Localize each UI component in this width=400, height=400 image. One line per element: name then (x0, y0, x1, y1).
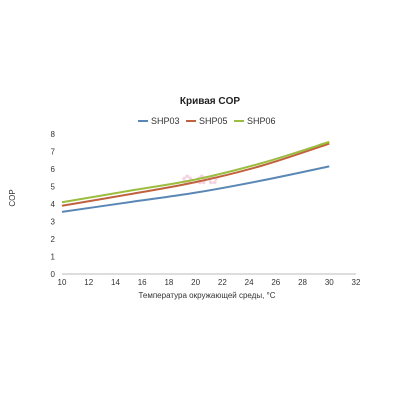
series-lines (61, 140, 330, 213)
y-tick-label: 0 (51, 270, 56, 279)
x-axis-ticks: 10 12 14 16 18 20 22 24 26 28 30 32 (58, 278, 361, 287)
series-line-shp03 (61, 165, 330, 213)
legend-label: SHP03 (151, 116, 180, 126)
legend-label: SHP05 (199, 116, 228, 126)
x-tick-label: 24 (245, 278, 254, 287)
x-tick-label: 10 (58, 278, 67, 287)
y-axis-ticks: 0 1 2 3 4 5 6 7 8 (51, 130, 56, 279)
y-tick-label: 5 (51, 183, 56, 192)
y-tick-label: 4 (51, 200, 56, 209)
y-tick-label: 8 (51, 130, 56, 139)
x-tick-label: 18 (164, 278, 173, 287)
x-axis-label: Температура окружающей среды, °С (138, 291, 275, 300)
x-tick-label: 14 (111, 278, 120, 287)
y-tick-label: 3 (51, 218, 56, 227)
x-tick-label: 32 (352, 278, 361, 287)
series-line-shp05 (61, 142, 330, 207)
x-tick-label: 26 (271, 278, 280, 287)
x-tick-label: 20 (191, 278, 200, 287)
y-tick-label: 2 (51, 235, 56, 244)
x-tick-label: 28 (298, 278, 307, 287)
y-tick-label: 7 (51, 148, 56, 157)
x-tick-label: 16 (138, 278, 147, 287)
y-tick-label: 1 (51, 253, 56, 262)
series-line-shp06 (61, 140, 330, 204)
x-tick-label: 30 (325, 278, 334, 287)
y-axis-label: COP (8, 189, 17, 206)
x-tick-label: 12 (84, 278, 93, 287)
legend-label: SHP06 (247, 116, 276, 126)
chart-title: Кривая COP (180, 96, 241, 107)
chart-legend: SHP03 SHP05 SHP06 (138, 116, 276, 126)
x-tick-label: 22 (218, 278, 227, 287)
y-tick-label: 6 (51, 165, 56, 174)
